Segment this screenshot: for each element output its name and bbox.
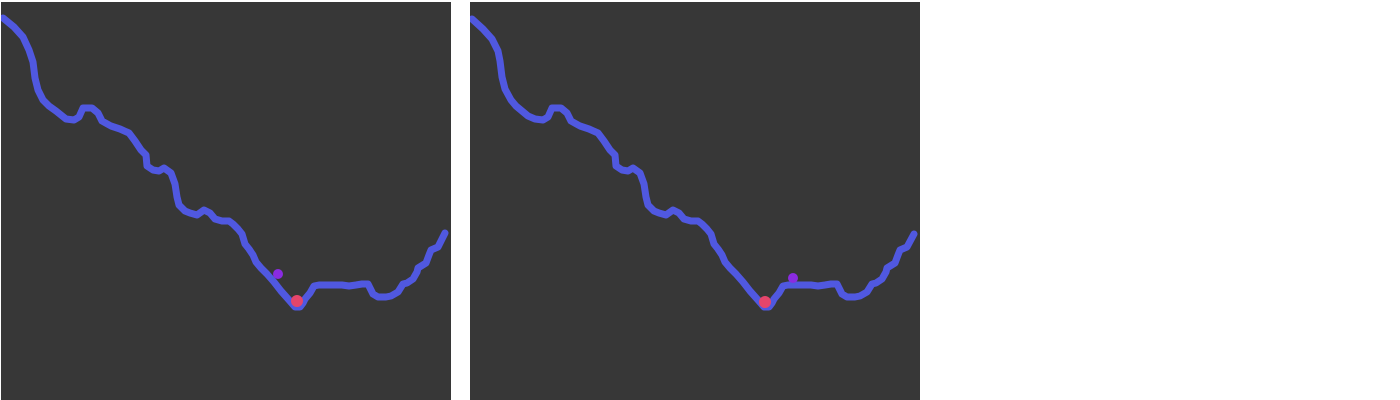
terrain-track [470,15,918,311]
ball [291,295,303,307]
terrain-track [1,14,449,311]
ball [759,296,771,308]
panel-2-canvas [470,15,918,311]
game-panel-1 [1,2,451,400]
target-marker [788,273,798,283]
target-marker [273,269,283,279]
game-panel-2 [470,2,920,400]
panel-1-canvas [1,14,449,311]
